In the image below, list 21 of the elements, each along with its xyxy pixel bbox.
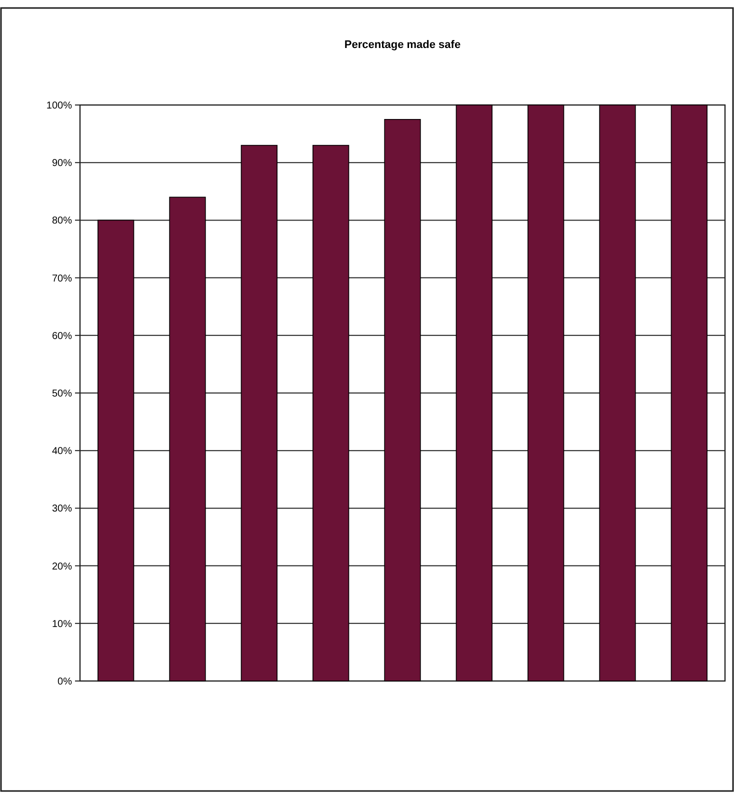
bar — [98, 220, 134, 682]
y-tick-label: 30% — [52, 504, 72, 515]
chart-title: Percentage made safe — [344, 39, 461, 51]
bar — [384, 119, 421, 682]
bar — [528, 104, 564, 682]
y-tick-label: 100% — [46, 100, 72, 112]
y-tick-label: 10% — [52, 618, 72, 630]
bar — [456, 104, 492, 682]
y-tick-label: 0% — [58, 676, 72, 688]
bar — [240, 144, 278, 682]
y-tick-label: 70% — [52, 273, 72, 284]
y-tick-label: 50% — [52, 388, 72, 400]
bar — [312, 144, 350, 682]
y-tick-label: 20% — [52, 561, 72, 572]
y-tick-label: 80% — [52, 216, 72, 227]
bar — [599, 104, 636, 682]
y-tick-label: 40% — [52, 446, 72, 458]
y-tick-label: 90% — [52, 158, 72, 170]
bar — [670, 104, 708, 682]
bar — [169, 196, 206, 682]
y-tick-label: 60% — [52, 330, 72, 342]
